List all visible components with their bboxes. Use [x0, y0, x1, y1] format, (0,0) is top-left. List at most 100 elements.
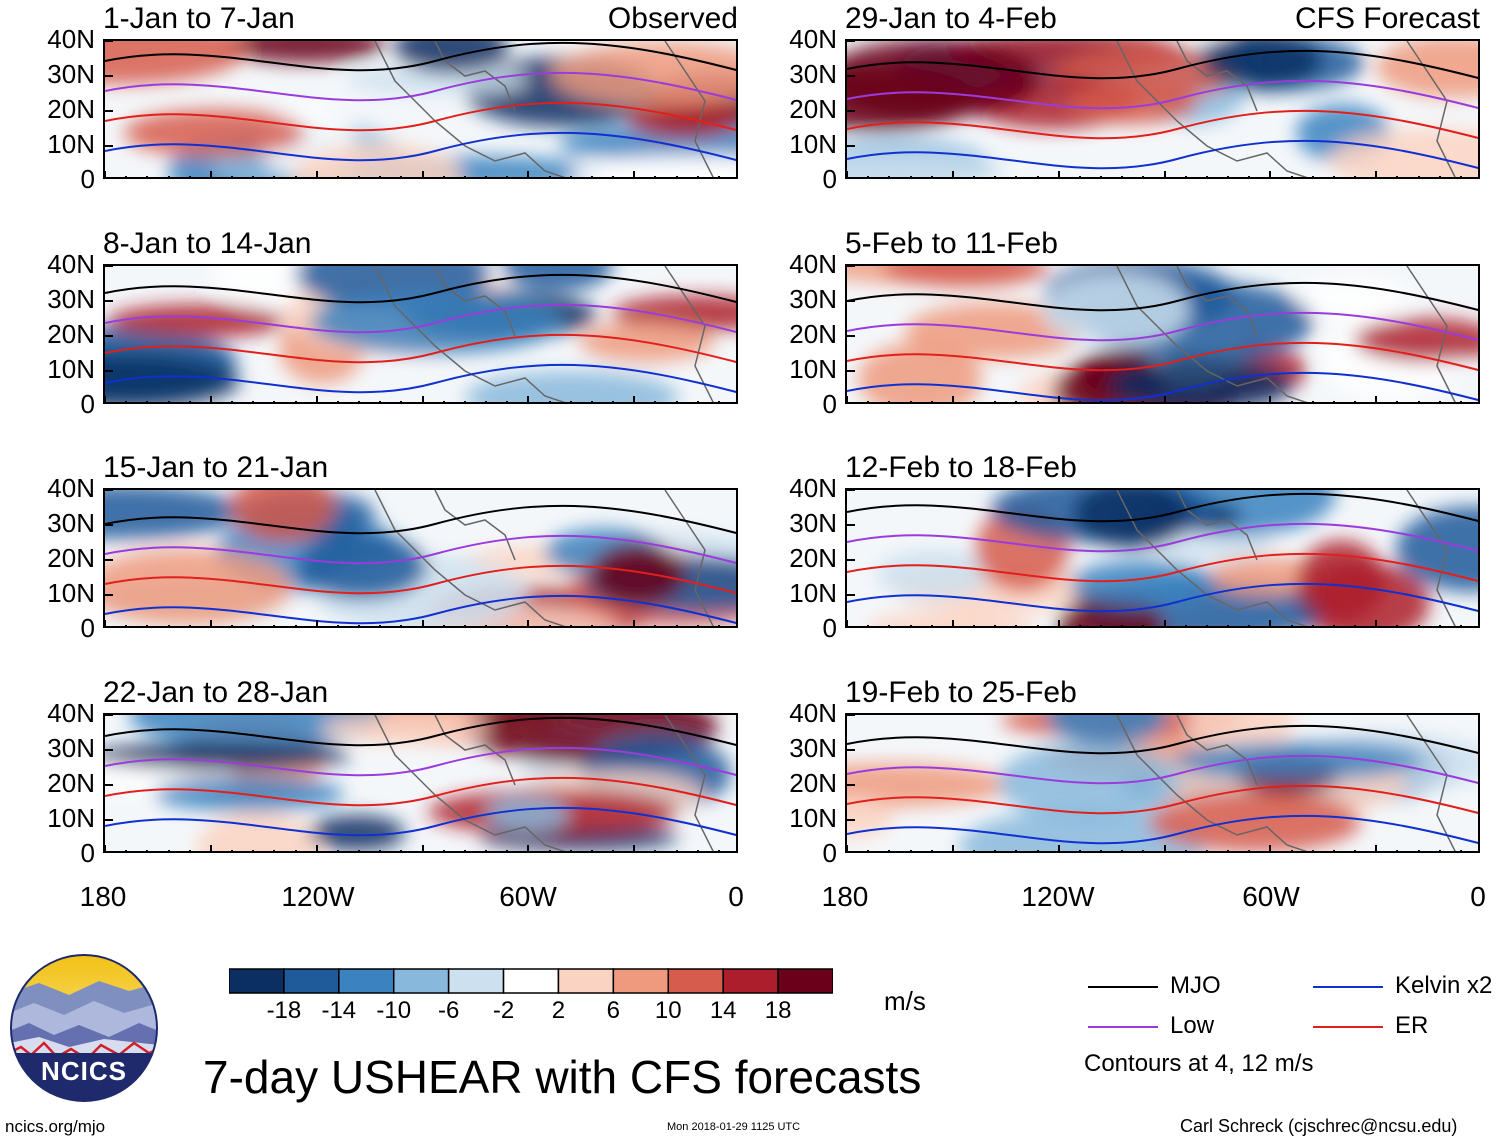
shear-map-panel: [103, 488, 738, 628]
footer-link[interactable]: ncics.org/mjo: [5, 1117, 106, 1136]
colorbar-swatch: [502, 968, 560, 994]
shear-field-blob: [847, 41, 1040, 119]
contour-line: [847, 311, 1478, 342]
shear-field-blob: [129, 715, 385, 749]
shear-field-blob: [105, 490, 246, 539]
panel-title: 19-Feb to 25-Feb: [845, 676, 1077, 709]
shear-field-blob: [487, 796, 569, 832]
contour-line: [847, 814, 1478, 845]
lat-label: 30N: [47, 733, 95, 763]
legend-label: Low: [1170, 1012, 1215, 1039]
shear-field-blob: [223, 41, 385, 63]
colorbar-swatch: [777, 968, 834, 994]
shear-field-blob: [1187, 715, 1295, 749]
lat-label: 30N: [47, 59, 95, 89]
coastline: [1116, 266, 1456, 402]
shear-field-blob: [1173, 742, 1423, 780]
colorbar-label: 6: [606, 997, 621, 1024]
contour-line: [105, 131, 736, 162]
colorbar-label: -10: [376, 997, 412, 1024]
colorbar-swatch: [667, 968, 724, 994]
colorbar-label: -6: [437, 997, 460, 1024]
shear-field-blob: [105, 549, 292, 625]
colorbar-label: 10: [654, 997, 682, 1024]
contour-line: [105, 716, 736, 747]
lon-label: 120W: [1021, 881, 1095, 912]
legend-line-low: [1088, 1026, 1158, 1028]
legend-label: Kelvin x2: [1395, 972, 1493, 999]
contour-line: [847, 492, 1478, 523]
lat-label: 20N: [789, 94, 837, 124]
panel-title: 8-Jan to 14-Jan: [103, 227, 312, 260]
lon-label: 0: [1470, 881, 1486, 912]
contour-line: [105, 776, 736, 807]
lat-label: 30N: [789, 733, 837, 763]
colorbar-label: 14: [709, 997, 737, 1024]
lat-label: 40N: [789, 24, 837, 54]
lat-label: 30N: [47, 508, 95, 538]
footer-timestamp: Mon 2018-01-29 1125 UTC: [667, 1121, 801, 1133]
panel-tag: Observed: [607, 2, 738, 35]
contour-line: [105, 504, 736, 535]
colorbar-swatch: [612, 968, 670, 994]
shear-field-blob: [847, 154, 1006, 177]
lat-label: 0: [822, 838, 837, 868]
contour-line: [847, 79, 1478, 110]
contour-line: [105, 746, 736, 777]
shear-field-blob: [215, 266, 309, 305]
shear-field-blob: [847, 763, 1011, 807]
shear-field-blob: [590, 543, 686, 605]
lat-label: 10N: [47, 129, 95, 159]
panel-title: 1-Jan to 7-Jan: [103, 2, 295, 35]
shear-field-blob: [105, 742, 351, 770]
shear-field-blob: [883, 266, 1049, 287]
shear-map-panel: [845, 713, 1480, 853]
shear-field-blob: [612, 295, 736, 331]
lat-label: 40N: [789, 698, 837, 728]
contour-line: [847, 371, 1478, 402]
lat-label: 40N: [47, 249, 95, 279]
shear-field-blob: [196, 812, 320, 851]
shear-field-blob: [628, 100, 736, 138]
contour-line: [105, 101, 736, 132]
lat-label: 30N: [789, 508, 837, 538]
lat-label: 10N: [47, 354, 95, 384]
lon-label: 60W: [499, 881, 557, 912]
colorbar-swatch: [557, 968, 615, 994]
shear-field-blob: [1047, 715, 1167, 745]
lat-label: 10N: [789, 578, 837, 608]
lat-label: 10N: [789, 803, 837, 833]
lat-label: 0: [80, 838, 95, 868]
panel-title: 22-Jan to 28-Jan: [103, 676, 329, 709]
contour-line: [105, 564, 736, 595]
shear-map-panel: [845, 264, 1480, 404]
shear-field-blob: [321, 715, 491, 743]
lon-label: 0: [728, 881, 744, 912]
panel-title: 15-Jan to 21-Jan: [103, 451, 329, 484]
lon-label: 180: [79, 881, 127, 912]
lon-label: 120W: [281, 881, 355, 912]
contour-line: [847, 582, 1478, 613]
lat-label: 10N: [47, 803, 95, 833]
lat-label: 10N: [789, 354, 837, 384]
shear-map-panel: [103, 713, 738, 853]
lat-label: 0: [822, 389, 837, 419]
contour-line: [847, 552, 1478, 583]
contour-line: [847, 522, 1478, 553]
contour-line: [847, 281, 1478, 312]
colorbar-swatch: [338, 968, 395, 994]
lat-label: 0: [80, 389, 95, 419]
lat-label: 40N: [47, 24, 95, 54]
shear-field-blob: [847, 796, 895, 838]
lat-label: 10N: [47, 578, 95, 608]
contour-line: [105, 534, 736, 565]
shear-field-blob: [105, 353, 240, 402]
colorbar-label: -2: [492, 997, 515, 1024]
lat-label: 20N: [47, 543, 95, 573]
lon-label: 180: [821, 881, 869, 912]
colorbar: [228, 968, 834, 994]
lat-label: 0: [822, 613, 837, 643]
ncics-logo: NCICS: [9, 953, 159, 1103]
shear-field-blob: [1297, 540, 1385, 622]
shear-field-blob: [1069, 82, 1197, 124]
